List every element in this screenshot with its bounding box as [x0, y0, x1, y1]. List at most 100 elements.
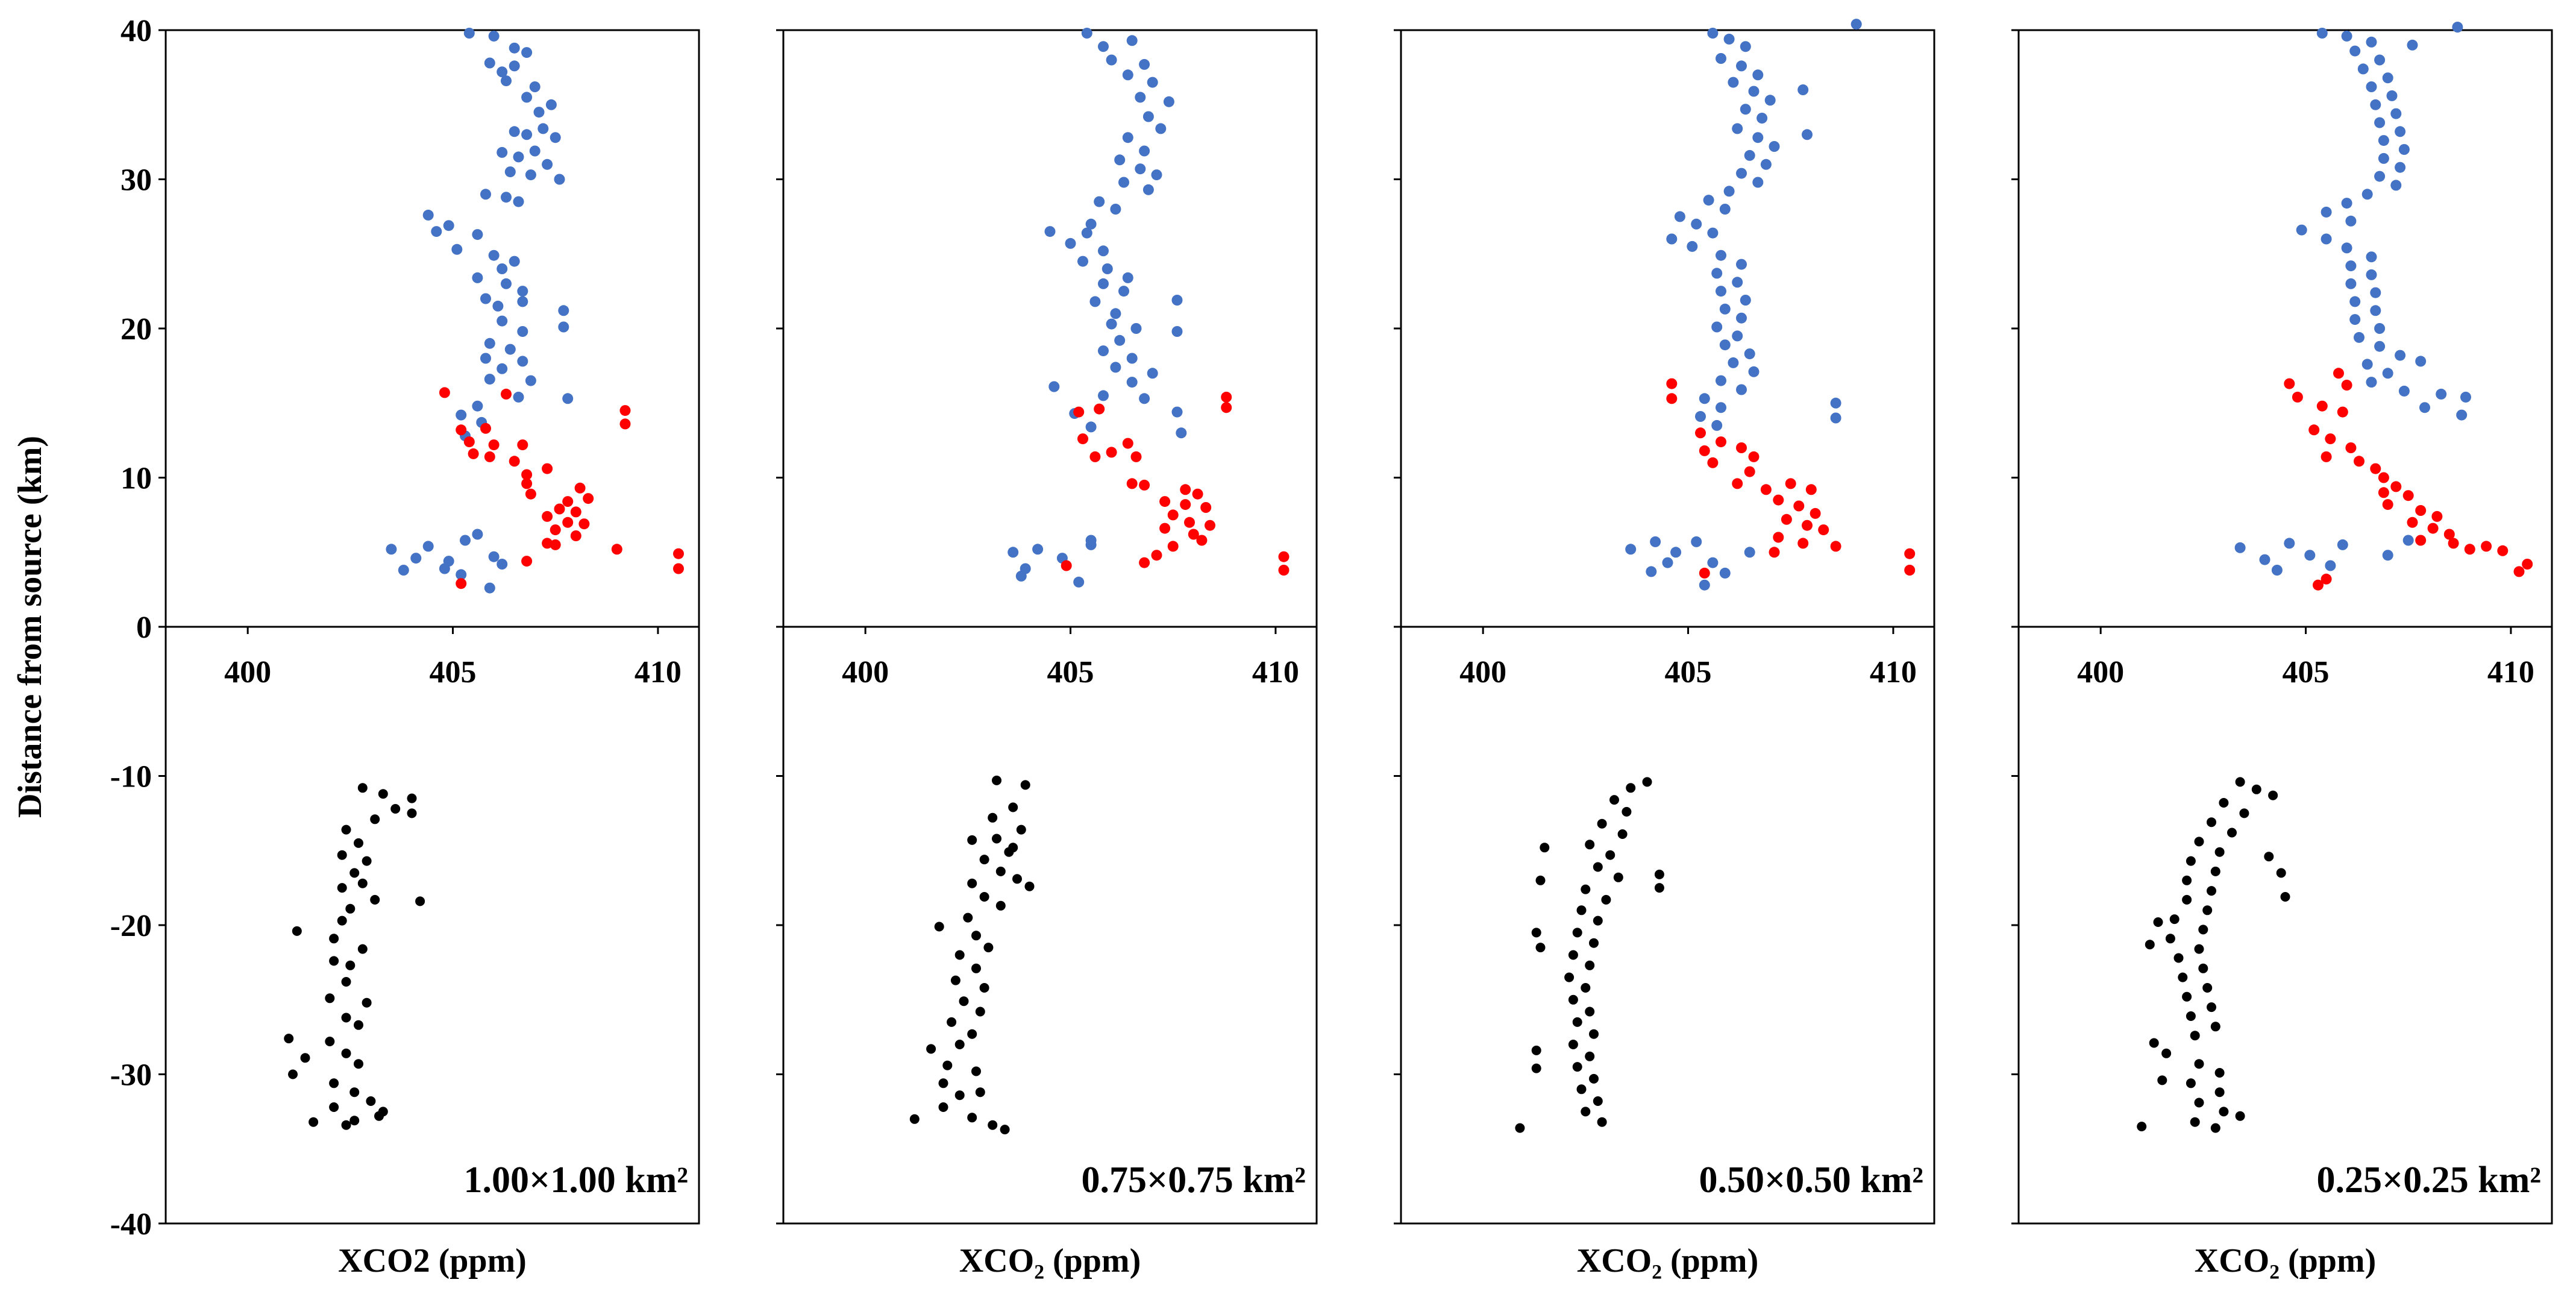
data-point	[1674, 211, 1685, 222]
data-point	[1666, 233, 1678, 245]
data-point	[2419, 402, 2430, 413]
data-point	[975, 1087, 985, 1098]
data-point	[1171, 295, 1183, 306]
data-point	[2157, 1075, 2167, 1085]
data-point	[1061, 560, 1072, 571]
data-point	[1126, 35, 1138, 46]
data-point	[2378, 152, 2389, 164]
data-point	[525, 375, 536, 386]
data-point	[1691, 218, 1702, 230]
data-point	[407, 808, 417, 818]
data-point	[1077, 433, 1088, 445]
data-point	[1785, 478, 1796, 489]
data-point	[484, 338, 495, 349]
data-point	[1221, 391, 1232, 403]
data-point	[1716, 250, 1726, 261]
data-point	[1192, 488, 1203, 500]
data-point	[2366, 251, 2377, 263]
data-point	[2304, 550, 2316, 561]
data-point	[1699, 567, 1710, 579]
data-point	[1531, 1063, 1541, 1073]
data-point	[370, 894, 380, 905]
data-point	[2452, 22, 2463, 33]
data-point	[513, 391, 524, 403]
data-point	[1818, 524, 1829, 536]
data-point	[1139, 479, 1150, 491]
x-axis-title: XCO2 (ppm)	[338, 1242, 527, 1280]
data-point	[480, 422, 491, 434]
data-point	[337, 915, 347, 926]
data-point	[2341, 198, 2352, 209]
data-point	[329, 1078, 339, 1088]
data-point	[2145, 940, 2155, 950]
data-point	[1802, 520, 1813, 531]
data-point	[2219, 798, 2229, 808]
data-point	[480, 353, 491, 364]
data-point	[1670, 547, 1682, 558]
data-point	[2325, 433, 2336, 445]
data-point	[509, 456, 520, 467]
data-point	[2210, 866, 2220, 876]
data-point	[1732, 478, 1743, 489]
data-point	[1163, 96, 1174, 107]
data-point	[525, 169, 536, 181]
data-point	[1126, 377, 1138, 388]
data-point	[509, 126, 520, 137]
data-point	[1830, 541, 1841, 552]
series-red	[1061, 391, 1290, 576]
data-point	[1568, 1040, 1578, 1049]
data-point	[509, 60, 520, 72]
data-point	[354, 838, 363, 848]
data-point	[1740, 295, 1751, 306]
x-tick-label: 405	[2283, 655, 2330, 689]
data-point	[1098, 345, 1109, 357]
data-point	[2227, 828, 2237, 838]
data-point	[1077, 256, 1088, 267]
data-point	[550, 132, 561, 143]
data-point	[1695, 427, 1706, 439]
y-tick-label: 10	[121, 462, 152, 496]
data-point	[2370, 305, 2381, 316]
data-point	[954, 1090, 965, 1101]
data-point	[2390, 108, 2402, 119]
panel-2: 400 405 410 0.75×0.75 km² XCO₂ (ppm)	[776, 28, 1318, 1280]
data-point	[2513, 566, 2525, 577]
data-point	[1122, 272, 1133, 283]
data-point	[1184, 517, 1195, 528]
data-point	[357, 878, 368, 888]
data-point	[1797, 84, 1809, 95]
data-point	[1830, 412, 1841, 424]
data-point	[2194, 1098, 2204, 1108]
data-point	[926, 1044, 936, 1054]
data-point	[558, 321, 569, 333]
panel-3: 400 405 410 0.50×0.50 km² XCO₂ (ppm)	[1394, 19, 1935, 1280]
data-point	[497, 315, 508, 327]
data-point	[2382, 550, 2393, 561]
data-point	[1748, 451, 1760, 462]
data-point	[545, 99, 557, 110]
data-point	[451, 243, 463, 255]
data-point	[1728, 77, 1739, 88]
data-point	[488, 30, 500, 42]
data-point	[1699, 445, 1710, 456]
data-point	[1601, 894, 1611, 905]
data-point	[337, 883, 347, 893]
x-tick-label: 410	[1870, 655, 1917, 689]
data-point	[1752, 177, 1764, 188]
data-point	[2366, 377, 2377, 388]
data-point	[1748, 86, 1760, 97]
data-point	[1695, 411, 1706, 422]
data-point	[542, 463, 553, 474]
series-blue	[386, 28, 574, 594]
data-point	[1139, 557, 1150, 568]
data-point	[1008, 843, 1018, 853]
data-point	[578, 518, 590, 530]
data-point	[484, 451, 495, 462]
data-point	[1122, 132, 1133, 143]
data-point	[1176, 427, 1187, 439]
data-point	[2497, 545, 2509, 556]
data-point	[1122, 69, 1133, 81]
data-point	[325, 993, 335, 1003]
data-point	[2349, 45, 2361, 57]
series-black	[909, 775, 1035, 1135]
